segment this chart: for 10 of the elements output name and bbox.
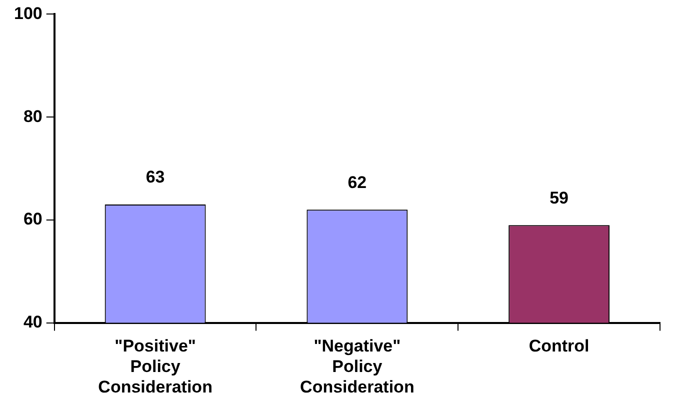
data-label: 63 bbox=[146, 168, 165, 187]
data-label: 59 bbox=[550, 188, 569, 208]
x-tick-label: Control bbox=[528, 336, 590, 356]
data-label: 62 bbox=[348, 172, 367, 192]
x-tick-label: "Positive" Policy Consideration bbox=[98, 336, 212, 396]
x-tick-label: "Negative" Policy Consideration bbox=[300, 336, 414, 396]
y-tick-label: 40 bbox=[23, 312, 42, 332]
y-tick-label: 80 bbox=[23, 106, 42, 126]
y-tick-label: 60 bbox=[23, 210, 42, 229]
y-tick-label: 100 bbox=[14, 4, 42, 23]
